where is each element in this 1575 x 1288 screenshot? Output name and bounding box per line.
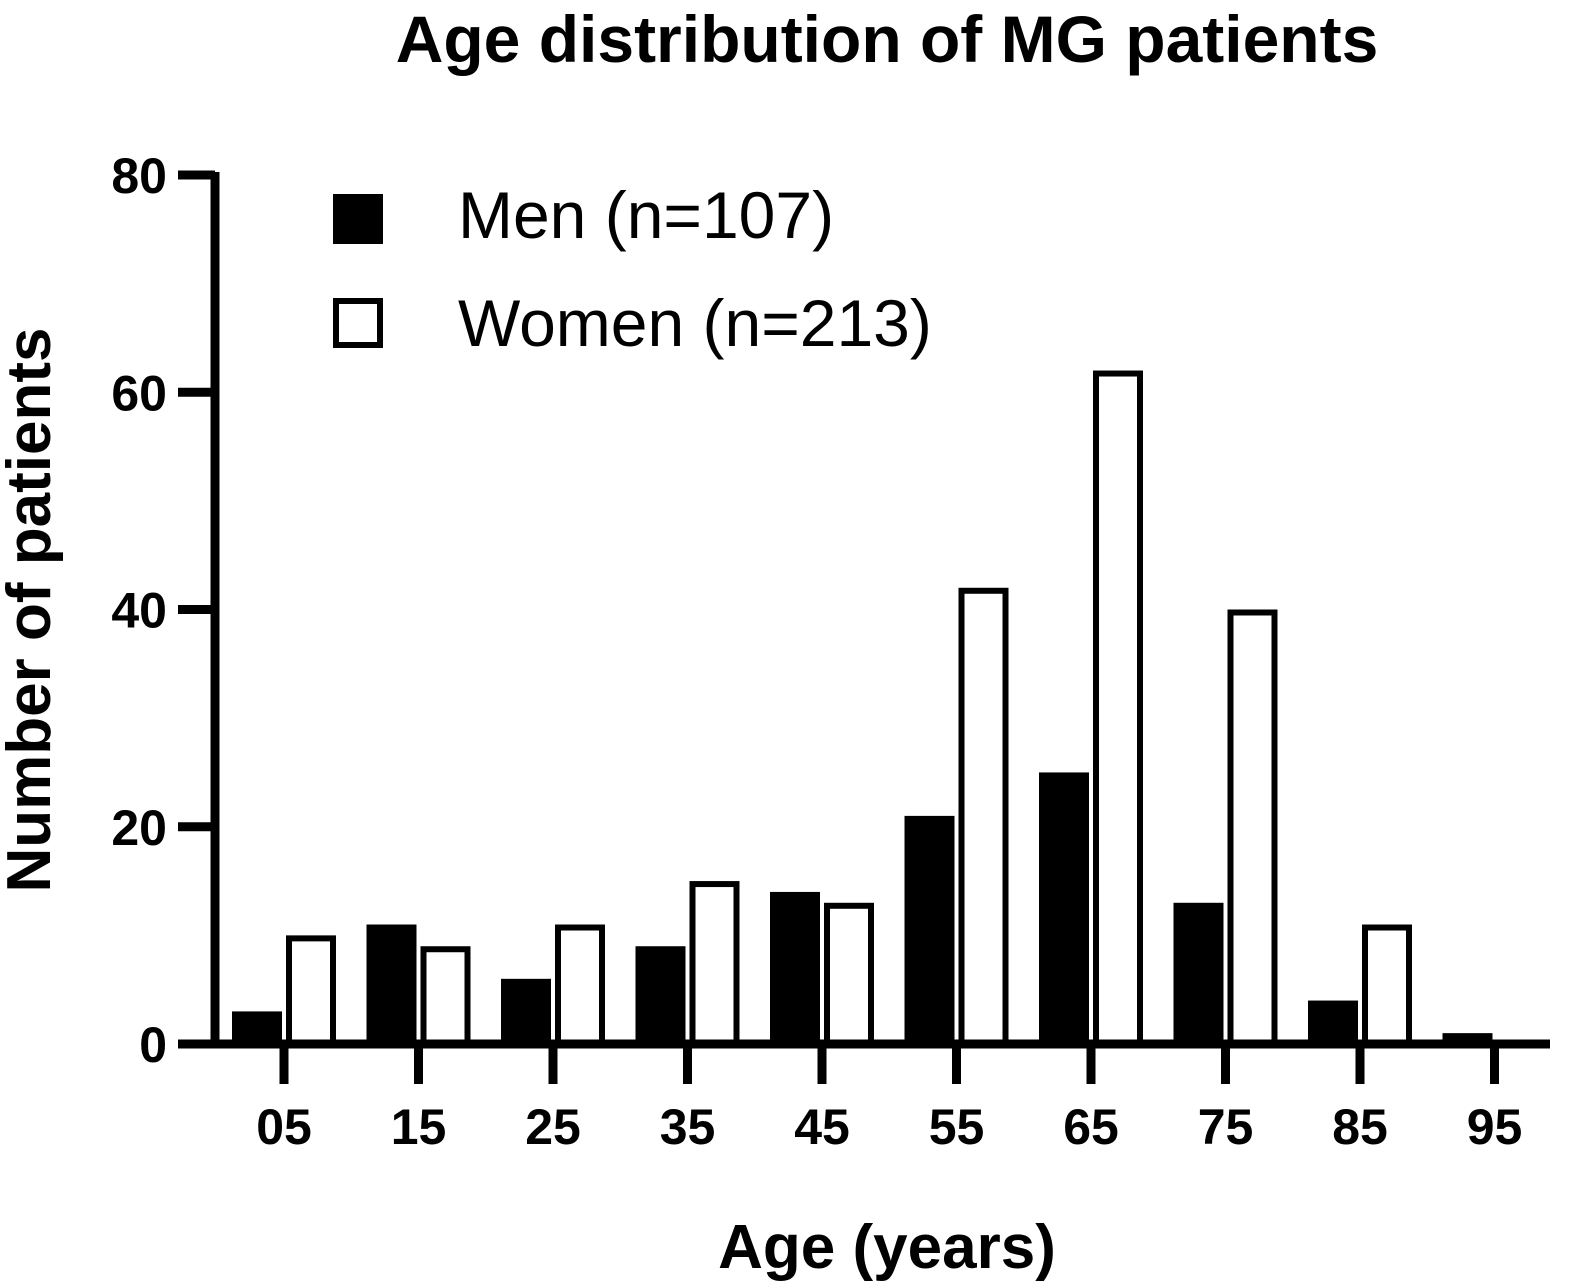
y-tick-label-40: 40 (111, 583, 167, 639)
bar-women-55 (958, 587, 1009, 1048)
bar-men-65 (1039, 772, 1089, 1044)
y-axis-label: Number of patients (0, 328, 64, 893)
bar-women-75 (1227, 609, 1278, 1047)
bar-men-75 (1173, 902, 1224, 1044)
x-tick-label-45: 45 (794, 1099, 850, 1155)
legend-swatch-men (333, 194, 383, 244)
bar-women-05 (286, 935, 336, 1047)
x-tick-label-65: 65 (1063, 1099, 1119, 1155)
x-axis-label: Age (years) (718, 1213, 1056, 1282)
legend: Men (n=107) Women (n=213) (333, 178, 932, 360)
bar-men-45 (770, 891, 820, 1044)
chart-title: Age distribution of MG patients (396, 2, 1379, 76)
x-tick-label-15: 15 (391, 1099, 447, 1155)
bar-women-65 (1093, 370, 1143, 1047)
legend-swatch-women (333, 298, 383, 348)
legend-label-men: Men (n=107) (458, 178, 834, 252)
y-tick-label-80: 80 (111, 148, 167, 204)
bar-women-25 (555, 924, 605, 1048)
x-tick-label-55: 55 (929, 1099, 985, 1155)
x-tick-label-85: 85 (1332, 1099, 1388, 1155)
bar-men-85 (1308, 1000, 1358, 1044)
y-tick-label-20: 20 (111, 800, 167, 856)
x-tick-label-35: 35 (660, 1099, 716, 1155)
y-tick-label-0: 0 (139, 1017, 167, 1073)
bar-men-15 (366, 924, 417, 1044)
x-tick-label-75: 75 (1198, 1099, 1254, 1155)
bars-layer (232, 370, 1493, 1048)
bar-men-35 (635, 946, 686, 1044)
bar-women-85 (1362, 924, 1412, 1048)
bar-men-05 (232, 1011, 282, 1044)
y-tick-label-60: 60 (111, 365, 167, 421)
bar-women-15 (420, 946, 471, 1047)
bar-women-35 (689, 881, 740, 1047)
legend-label-women: Women (n=213) (458, 286, 932, 360)
x-tick-label-95: 95 (1467, 1099, 1523, 1155)
bar-women-45 (824, 902, 874, 1047)
x-tick-label-25: 25 (525, 1099, 581, 1155)
bar-men-95 (1442, 1033, 1493, 1044)
x-tick-label-05: 05 (256, 1099, 312, 1155)
bar-men-25 (501, 978, 551, 1044)
ticks-layer: 0 20 40 60 80 05 15 25 35 45 55 65 75 85 95 (111, 148, 1522, 1155)
bar-men-55 (904, 815, 955, 1044)
